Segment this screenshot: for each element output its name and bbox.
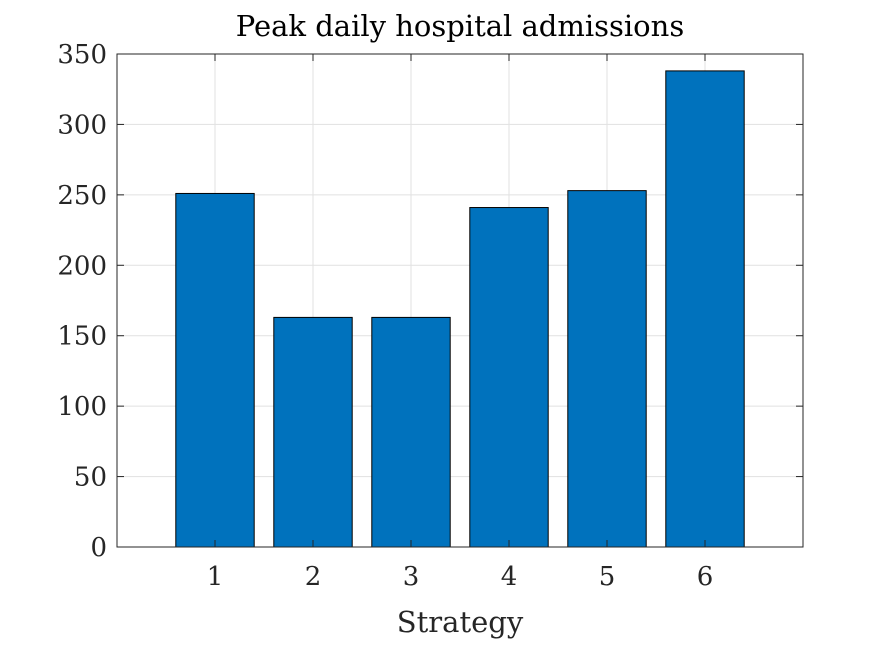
bar-strategy-3 — [371, 316, 451, 548]
bar-strategy-6 — [665, 70, 745, 548]
x-axis-title: Strategy — [397, 605, 524, 639]
y-tick-label: 150 — [57, 322, 107, 352]
x-tick-label: 2 — [305, 562, 322, 592]
bar-strategy-2 — [273, 316, 353, 548]
x-tick-label: 1 — [207, 562, 224, 592]
y-tick-label: 350 — [57, 40, 107, 70]
y-tick-label: 300 — [57, 110, 107, 140]
y-tick-label: 100 — [57, 392, 107, 422]
bar-strategy-4 — [469, 207, 549, 548]
x-tick-label: 6 — [697, 562, 714, 592]
y-tick-label: 0 — [90, 533, 107, 563]
axes-box — [116, 53, 804, 548]
x-tick-label: 4 — [501, 562, 518, 592]
bar-strategy-5 — [567, 190, 647, 548]
bar-strategy-1 — [175, 192, 255, 548]
ticks: 0 50 100 150 200 250 300 350 1 2 3 4 5 6 — [57, 40, 803, 592]
y-tick-label: 50 — [74, 463, 107, 493]
x-tick-label: 5 — [599, 562, 616, 592]
chart-title: Peak daily hospital admissions — [236, 9, 684, 43]
bars — [175, 70, 745, 548]
y-tick-label: 250 — [57, 181, 107, 211]
y-tick-label: 200 — [57, 251, 107, 281]
x-tick-label: 3 — [403, 562, 420, 592]
